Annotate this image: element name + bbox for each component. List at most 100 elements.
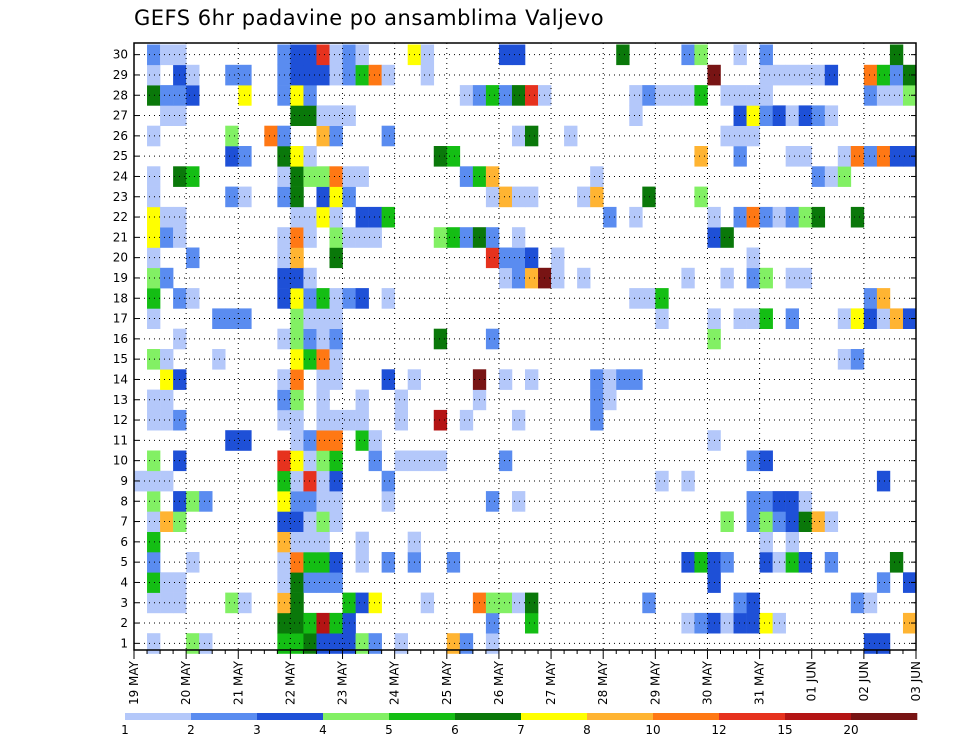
heatmap-cell	[759, 491, 773, 512]
heatmap-cell	[147, 491, 161, 512]
heatmap-cell	[733, 612, 747, 634]
heatmap-cell	[381, 125, 395, 147]
heatmap-cell	[368, 64, 382, 86]
heatmap-cell	[459, 166, 474, 187]
heatmap-cell	[290, 146, 304, 167]
legend-swatch	[389, 713, 456, 720]
heatmap-cell	[290, 85, 304, 106]
heatmap-cell	[642, 288, 656, 309]
heatmap-cell	[811, 511, 826, 532]
heatmap-cell	[290, 288, 304, 309]
heatmap-cell	[525, 85, 539, 106]
heatmap-cell	[394, 450, 408, 472]
heatmap-cell	[720, 125, 734, 147]
heatmap-cell	[420, 450, 435, 472]
heatmap-cell	[433, 409, 448, 431]
heatmap-cell	[290, 328, 304, 350]
heatmap-cell	[498, 247, 513, 269]
heatmap-cell	[303, 511, 317, 532]
heatmap-cell	[290, 166, 304, 187]
heatmap-cell	[863, 633, 878, 654]
heatmap-cell	[394, 389, 408, 411]
legend-swatch	[191, 713, 258, 720]
heatmap-cell	[889, 308, 904, 329]
heatmap-cell	[290, 389, 304, 411]
heatmap-cell	[147, 450, 161, 472]
heatmap-cell	[629, 369, 643, 390]
heatmap-cell	[329, 166, 343, 187]
heatmap-cell	[798, 64, 813, 86]
heatmap-cell	[225, 125, 239, 147]
heatmap-cell	[785, 308, 799, 329]
x-tick-label: 25 MAY	[440, 660, 454, 705]
heatmap-cell	[329, 186, 343, 208]
heatmap-cell	[290, 552, 304, 573]
heatmap-cell	[485, 612, 500, 634]
heatmap-cell	[785, 267, 799, 289]
y-tick-label: 15	[113, 352, 128, 366]
heatmap-cell	[329, 227, 343, 248]
heatmap-cell	[811, 64, 826, 86]
heatmap-cell	[225, 64, 239, 86]
heatmap-cell	[746, 206, 760, 228]
heatmap-cell	[746, 85, 760, 106]
heatmap-cell	[381, 288, 395, 309]
heatmap-cell	[850, 308, 865, 329]
y-tick-label: 25	[113, 149, 128, 163]
heatmap-cell	[290, 592, 304, 614]
heatmap-cell	[316, 206, 330, 228]
heatmap-cell	[186, 64, 200, 86]
heatmap-cell	[303, 267, 317, 289]
heatmap-cell	[498, 369, 513, 390]
legend-label: 7	[517, 723, 525, 737]
legend-label: 10	[645, 723, 660, 737]
heatmap-cell	[303, 227, 317, 248]
heatmap-cell	[798, 267, 813, 289]
y-tick-label: 30	[113, 48, 128, 62]
heatmap-cell	[759, 105, 773, 126]
heatmap-cell	[811, 105, 826, 126]
heatmap-cell	[590, 409, 604, 431]
heatmap-cell	[303, 64, 317, 86]
heatmap-cell	[316, 572, 330, 593]
legend-swatch	[587, 713, 654, 720]
heatmap-cell	[303, 470, 317, 492]
y-tick-label: 7	[120, 515, 128, 529]
heatmap-cell	[316, 531, 330, 553]
heatmap-cell	[485, 166, 500, 187]
heatmap-cell	[394, 633, 408, 654]
heatmap-cell	[186, 247, 200, 269]
y-tick-label: 5	[120, 555, 128, 569]
heatmap-cell	[485, 592, 500, 614]
heatmap-cell	[759, 85, 773, 106]
y-tick-label: 21	[113, 230, 128, 244]
heatmap-cell	[863, 592, 878, 614]
heatmap-cell	[433, 146, 448, 167]
heatmap-cell	[759, 64, 773, 86]
heatmap-cell	[303, 552, 317, 573]
heatmap-cell	[303, 430, 317, 451]
heatmap-cell	[655, 288, 669, 309]
heatmap-cell	[459, 227, 474, 248]
y-tick-label: 14	[113, 372, 128, 386]
heatmap-cell	[798, 511, 813, 532]
x-tick-label: 26 MAY	[492, 660, 506, 705]
heatmap-cell	[368, 450, 382, 472]
heatmap-cell	[290, 612, 304, 634]
heatmap-cell	[824, 511, 839, 532]
heatmap-cell	[381, 491, 395, 512]
heatmap-cell	[485, 633, 500, 654]
heatmap-cell	[303, 349, 317, 370]
heatmap-cell	[160, 227, 174, 248]
heatmap-cell	[303, 572, 317, 593]
heatmap-cell	[186, 552, 200, 573]
heatmap-cell	[147, 409, 161, 431]
heatmap-cell	[564, 125, 578, 147]
x-tick-label: 29 MAY	[648, 660, 662, 705]
heatmap-cell	[655, 308, 669, 329]
heatmap-cell	[616, 44, 630, 66]
heatmap-cell	[329, 450, 343, 472]
heatmap-cell	[433, 328, 448, 350]
heatmap-cell	[303, 491, 317, 512]
